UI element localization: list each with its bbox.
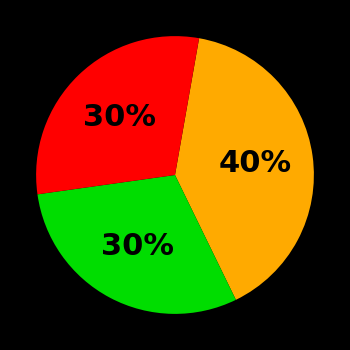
Wedge shape (36, 36, 199, 194)
Text: 30%: 30% (83, 103, 155, 132)
Text: 40%: 40% (218, 149, 291, 178)
Wedge shape (37, 175, 236, 314)
Text: 30%: 30% (101, 232, 174, 261)
Wedge shape (175, 38, 314, 300)
